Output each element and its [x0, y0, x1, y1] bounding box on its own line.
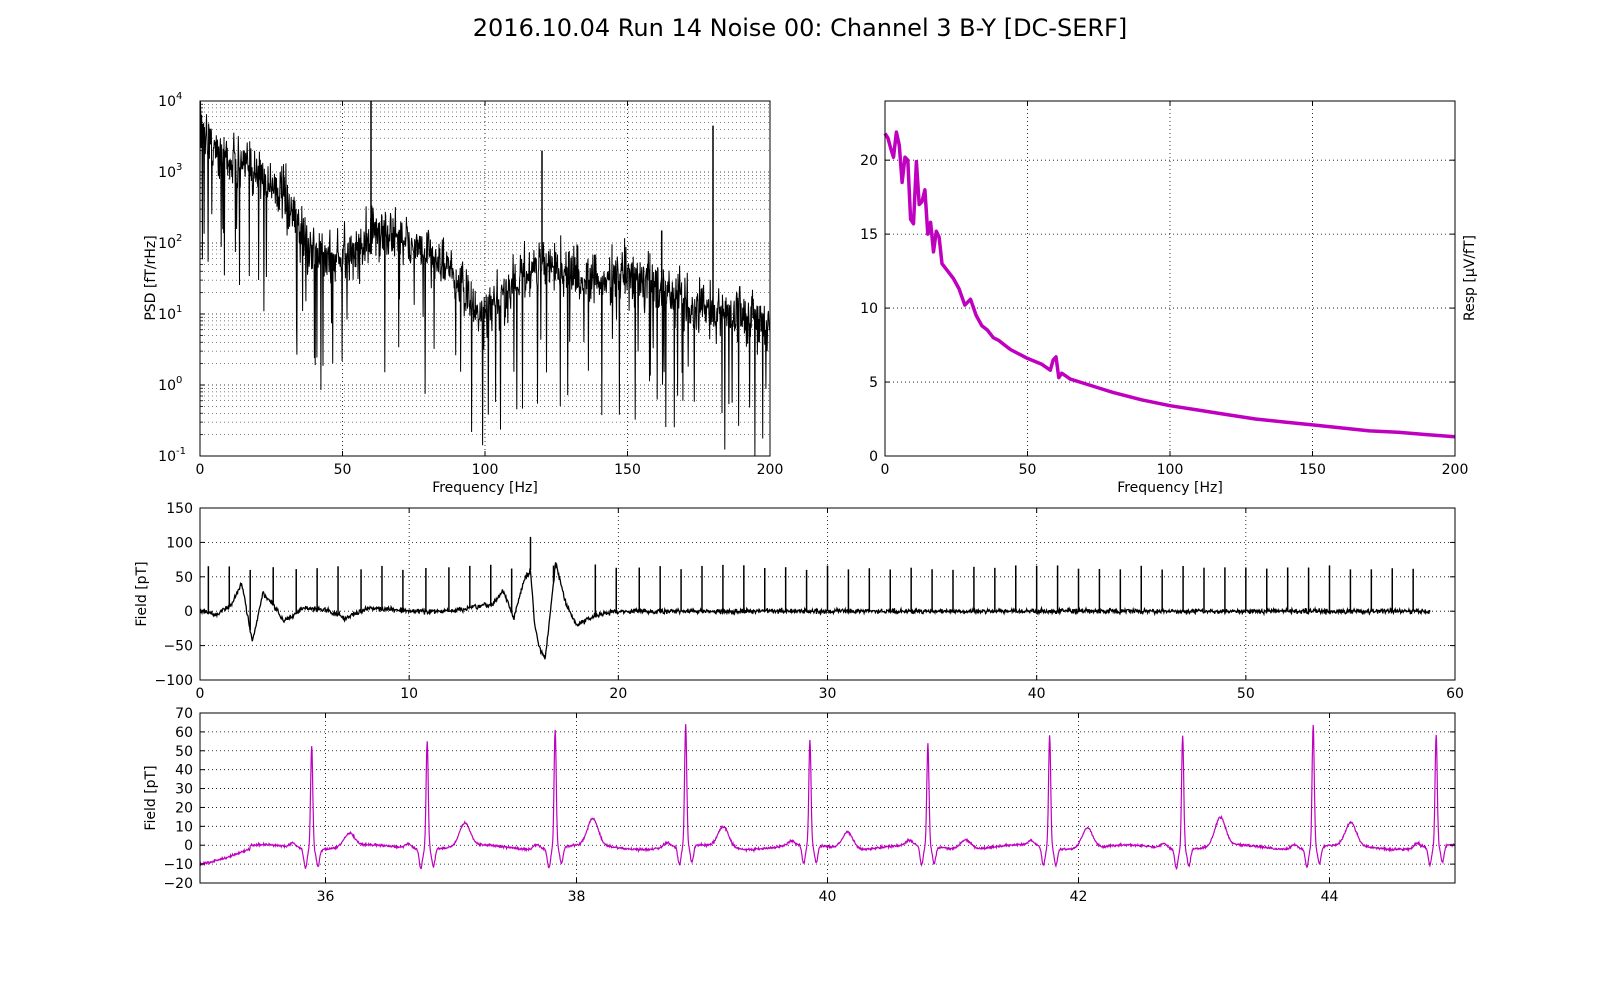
- response-ytick-label: 15: [860, 227, 878, 243]
- response-series-line: [883, 130, 1456, 439]
- response-ticks: 0 50 100 150 200 0 5 10 15 20: [860, 101, 1468, 478]
- response-panel: 0 50 100 150 200 0 5 10 15 20 Frequency [Hz] Resp…: [860, 100, 1478, 496]
- field_full-xtick-label: 50: [1237, 686, 1255, 702]
- field_zoom-ytick-label: 30: [175, 782, 193, 798]
- psd-series-line: [199, 100, 771, 457]
- response-xlabel: Frequency [Hz]: [1117, 480, 1223, 496]
- field_zoom-ytick-label: 50: [175, 744, 193, 760]
- field_zoom-ytick-label: 60: [175, 725, 193, 741]
- psd-xtick-label: 0: [196, 462, 205, 478]
- psd-ytick-base: 10: [158, 94, 176, 110]
- psd-ytick-exponent: 2: [176, 233, 182, 244]
- response-ylabel: Resp [μV/fT]: [1462, 235, 1478, 321]
- field_full-xtick-label: 10: [400, 686, 418, 702]
- psd-xtick-label: 150: [614, 462, 641, 478]
- field_full-ytick-label: 150: [166, 501, 193, 517]
- psd-ytick-exponent: 0: [176, 375, 182, 386]
- response-grid: [885, 101, 1455, 456]
- field_full-xtick-label: 30: [819, 686, 837, 702]
- field_zoom-ytick-label: 10: [175, 819, 193, 835]
- field_zoom-ytick-label: 0: [184, 838, 193, 854]
- field_full-xtick-label: 20: [609, 686, 627, 702]
- field_zoom-xtick-label: 42: [1070, 889, 1088, 905]
- response-xtick-label: 100: [1157, 462, 1184, 478]
- field-full-series-line: [199, 562, 1431, 660]
- field-full-grid: [200, 508, 1455, 680]
- response-frame: [884, 100, 1456, 457]
- field_full-ytick-label: −50: [163, 639, 193, 655]
- field_zoom-xtick-label: 40: [819, 889, 837, 905]
- field-zoom-grid: [200, 713, 1455, 883]
- psd-ytick-base: 10: [158, 236, 176, 252]
- psd-ytick-label: 10: [158, 236, 176, 252]
- psd-ylabel: PSD [fT/rHz]: [143, 235, 159, 320]
- psd-ytick-label: 10: [158, 378, 176, 394]
- response-ytick-label: 5: [869, 375, 878, 391]
- field_full-ytick-label: −100: [155, 673, 193, 689]
- response-xtick-label: 0: [881, 462, 890, 478]
- field-full-ylabel: Field [pT]: [134, 561, 150, 626]
- field_zoom-xtick-label: 36: [317, 889, 335, 905]
- field_zoom-ytick-label: −20: [163, 876, 193, 892]
- field_full-xtick-label: 40: [1028, 686, 1046, 702]
- field_zoom-xtick-label: 44: [1321, 889, 1339, 905]
- psd-ytick-label: 10: [158, 94, 176, 110]
- field_full-xtick-label: 60: [1446, 686, 1464, 702]
- field_full-xtick-label: 0: [196, 686, 205, 702]
- figure-title: 2016.10.04 Run 14 Noise 00: Channel 3 B-…: [472, 14, 1128, 42]
- psd-xtick-label: 100: [472, 462, 499, 478]
- field-zoom-ylabel: Field [pT]: [143, 765, 159, 830]
- field_zoom-ytick-label: 40: [175, 763, 193, 779]
- field_full-ytick-label: 100: [166, 535, 193, 551]
- response-ytick-label: 10: [860, 301, 878, 317]
- field_zoom-ytick-label: 70: [175, 706, 193, 722]
- field_zoom-ytick-label: −10: [163, 857, 193, 873]
- response-xtick-label: 200: [1442, 462, 1469, 478]
- psd-ytick-base: 10: [158, 449, 176, 465]
- psd-ytick-base: 10: [158, 307, 176, 323]
- psd-ytick-label: 10: [158, 165, 176, 181]
- response-ytick-label: 0: [869, 449, 878, 465]
- field-zoom-panel: 36 38 40 42 44 −20 −10 0 10 20 30 40 50 60 70 Field [p…: [143, 706, 1456, 905]
- psd-plot-area: [199, 100, 771, 457]
- psd-ytick-label: 10: [158, 449, 176, 465]
- psd-ytick-exponent: 3: [176, 162, 182, 173]
- field_zoom-xtick-label: 38: [568, 889, 586, 905]
- psd-xlabel: Frequency [Hz]: [432, 480, 538, 496]
- field_full-ytick-label: 50: [175, 570, 193, 586]
- field-zoom-ticks: 36 38 40 42 44 −20 −10 0 10 20 30 40 50 60 70: [163, 706, 1455, 905]
- response-plot-area: [883, 130, 1456, 439]
- field-full-ticks: 0 10 20 30 40 50 60 −100 −50 0 50 100 150: [155, 501, 1464, 702]
- psd-xtick-label: 50: [334, 462, 352, 478]
- response-xtick-label: 50: [1019, 462, 1037, 478]
- psd-xtick-label: 200: [757, 462, 784, 478]
- response-xtick-label: 150: [1299, 462, 1326, 478]
- response-ytick-label: 20: [860, 153, 878, 169]
- field-zoom-plot-area: [199, 724, 1456, 871]
- field-zoom-series-line: [199, 724, 1456, 871]
- psd-ytick-exponent: 1: [176, 304, 182, 315]
- field_full-ytick-label: 0: [184, 604, 193, 620]
- psd-ytick-exponent: 4: [176, 91, 182, 102]
- field-full-panel: 0 10 20 30 40 50 60 −100 −50 0 50 100 150 Field [pT]: [134, 501, 1464, 702]
- psd-ytick-base: 10: [158, 165, 176, 181]
- psd-ytick-label: 10: [158, 307, 176, 323]
- psd-ytick-exponent: -1: [176, 446, 186, 457]
- psd-ytick-base: 10: [158, 378, 176, 394]
- field-full-plot-area: [199, 536, 1431, 660]
- field_zoom-ytick-label: 20: [175, 800, 193, 816]
